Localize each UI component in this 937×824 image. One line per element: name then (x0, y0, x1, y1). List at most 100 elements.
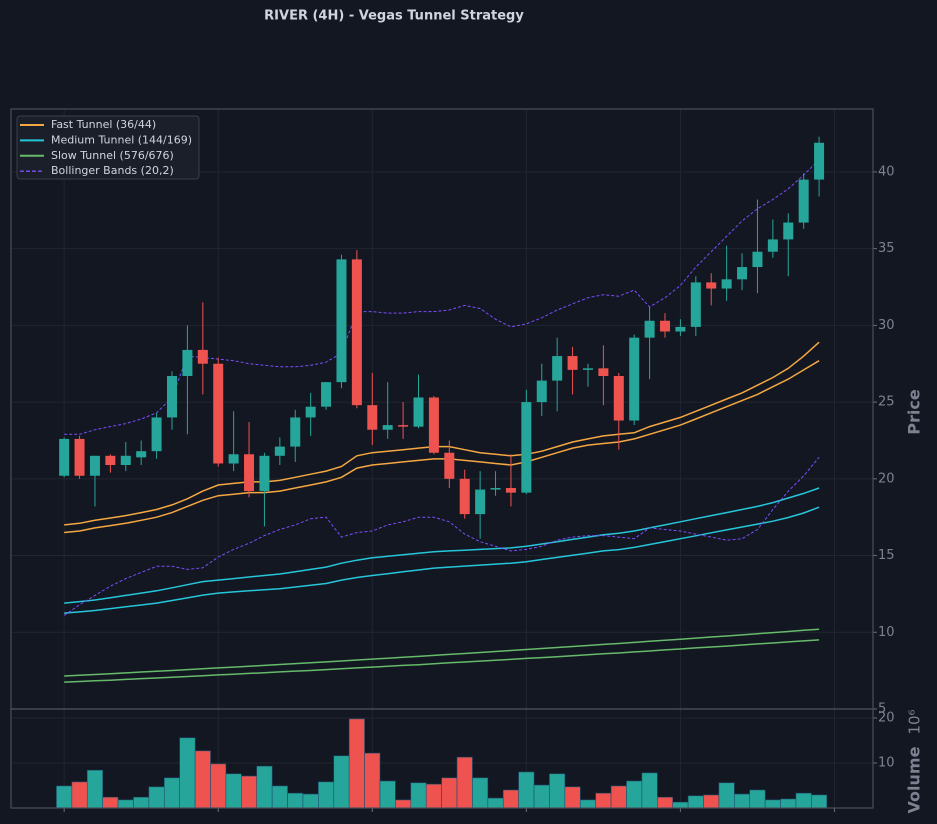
y-offset-label: 10⁶ (906, 709, 924, 734)
volume-bar (595, 792, 612, 809)
candle-body (182, 349, 193, 377)
volume-bar (117, 799, 134, 809)
candle-body (367, 405, 378, 430)
volume-bar (364, 752, 381, 809)
volume-bar (672, 801, 689, 809)
candle-body (598, 368, 609, 377)
y-tick-label: 10 (878, 756, 895, 771)
candle-body (690, 282, 701, 327)
candle-body (244, 454, 255, 492)
volume-bar (210, 763, 227, 809)
volume-bar (734, 793, 751, 809)
volume-bar (379, 780, 396, 809)
candle-body (290, 417, 301, 447)
y-tick-label: 25 (878, 395, 895, 410)
candle-body (567, 356, 578, 370)
candle-body (521, 402, 532, 493)
legend: Fast Tunnel (36/44) Medium Tunnel (144/16… (16, 115, 200, 180)
volume-bar (487, 797, 504, 809)
candle-body (321, 382, 332, 407)
volume-bar (811, 794, 828, 809)
candle-body (413, 397, 424, 427)
volume-bar (395, 799, 412, 809)
volume-bar (86, 769, 103, 809)
candle-body (274, 446, 285, 456)
chart-title: RIVER (4H) - Vegas Tunnel Strategy (264, 9, 524, 24)
volume-bar (441, 777, 458, 809)
volume-bar (687, 795, 704, 809)
overlay-line (64, 360, 820, 534)
volume-bar (626, 780, 643, 809)
volume-bar (179, 737, 196, 809)
overlay-line (64, 628, 820, 677)
volume-bar (718, 782, 735, 809)
candle-body (552, 356, 563, 381)
volume-bar (641, 772, 658, 809)
candle-body (582, 368, 593, 370)
volume-bar (410, 782, 427, 809)
candle-body (398, 425, 409, 427)
volume-bar (564, 786, 581, 809)
volume-bar (318, 781, 335, 809)
candle-body (59, 438, 70, 476)
candle-body (706, 282, 717, 289)
y-tick-label: 30 (878, 318, 895, 333)
volume-bar (795, 792, 812, 809)
overlay-line (64, 487, 820, 604)
candle-body (166, 376, 177, 418)
candle-body (814, 142, 825, 180)
candle-body (120, 455, 131, 466)
legend-label: Bollinger Bands (20,2) (51, 164, 174, 177)
y-tick-label: 10 (878, 625, 895, 640)
panel-frame (10, 708, 874, 809)
candle-body (505, 488, 516, 493)
volume-bar (287, 792, 304, 809)
candle-body (675, 326, 686, 332)
y-axis-label: Volume (905, 746, 924, 813)
y-tick-label: 20 (878, 711, 895, 726)
volume-bar (579, 799, 596, 809)
candle-body (629, 337, 640, 421)
candle-body (351, 259, 362, 406)
overlay-line (64, 341, 820, 526)
candle-body (798, 179, 809, 223)
volume-bar (764, 799, 781, 809)
legend-box (16, 115, 200, 180)
y-tick-label: 5 (878, 702, 886, 717)
volume-bar (425, 783, 442, 809)
overlay-line (64, 639, 820, 683)
candle-body (259, 455, 270, 492)
legend-label: Fast Tunnel (36/44) (51, 118, 156, 131)
candle-body (305, 406, 316, 418)
volume-bar (610, 785, 627, 809)
candle-body (151, 417, 162, 452)
y-tick-label: 20 (878, 471, 895, 486)
candle-body (428, 397, 439, 453)
candle-body (613, 376, 624, 421)
volume-bar (533, 784, 550, 809)
candle-body (644, 320, 655, 338)
volume-bar (148, 786, 165, 809)
candle-body (74, 438, 85, 476)
candle-body (228, 454, 239, 464)
volume-bar (703, 794, 720, 809)
candle-body (382, 425, 393, 430)
volume-bar (194, 750, 211, 809)
volume-bar (56, 785, 73, 809)
volume-bar (456, 756, 473, 809)
candle-body (459, 478, 470, 515)
volume-bar (749, 789, 766, 809)
candle-body (737, 267, 748, 280)
volume-bar (133, 796, 150, 809)
candle-body (197, 349, 208, 364)
candle-body (752, 251, 763, 268)
volume-bar (271, 785, 288, 809)
candle-body (136, 451, 147, 458)
volume-bar (348, 718, 365, 809)
volume-bar (71, 781, 88, 809)
volume-bar (549, 773, 566, 809)
volume-bar (241, 775, 258, 809)
volume-bar (302, 793, 319, 809)
volume-bar (780, 798, 797, 809)
